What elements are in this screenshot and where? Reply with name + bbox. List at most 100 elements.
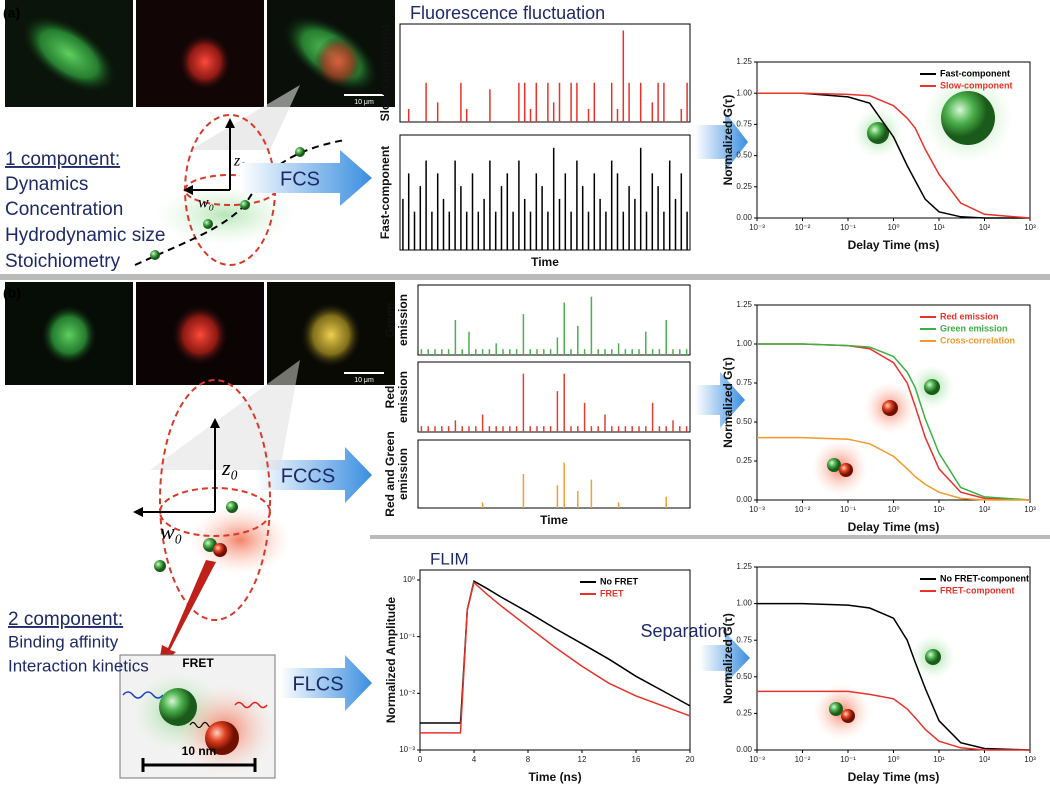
component-item: Interaction kinetics [8, 656, 149, 675]
x-tick-label: 10⁰ [887, 755, 899, 764]
trace-spike [454, 420, 457, 432]
trace-spike [672, 349, 674, 355]
trace-spike [645, 426, 647, 432]
y-tick-label: 1.00 [736, 599, 752, 608]
trace-spike [465, 108, 468, 122]
chart-title: Fluorescence fluctuation [410, 3, 605, 23]
y-axis-label: Green [383, 303, 397, 338]
x-tick-label: 10⁻³ [749, 505, 765, 514]
trace-spike [576, 82, 578, 122]
trace-spike [663, 82, 665, 122]
x-axis-label: Delay Time (ms) [848, 770, 940, 784]
trace-spike [611, 349, 613, 355]
trace-spike [441, 426, 443, 432]
trace-spike [436, 173, 439, 250]
trace-spike [427, 349, 429, 355]
trace-spike [657, 82, 659, 122]
trace-spike [672, 420, 674, 432]
trace-spike [488, 349, 491, 355]
component-title: 1 component: [5, 149, 120, 170]
y-axis-label: Normalized G(τ) [721, 613, 735, 704]
trace-spike [610, 160, 613, 250]
trace-spike [631, 426, 633, 432]
trace-spike [515, 426, 518, 432]
trace-spike [570, 426, 572, 432]
y-axis-label: emission [396, 448, 410, 500]
trace-spike [665, 320, 667, 355]
panel-label: (b) [3, 285, 21, 301]
trace-spike [605, 211, 607, 250]
trace-spike [616, 108, 619, 122]
trace-spike [509, 349, 511, 355]
y-tick-label: 1.00 [736, 88, 752, 97]
x-tick-label: 12 [578, 755, 587, 764]
trace-spike [658, 426, 661, 432]
trace-spike [583, 349, 586, 355]
trace-spike [475, 426, 477, 432]
data-line [757, 436, 1030, 501]
trace-spike [543, 426, 545, 432]
plot-frame [399, 134, 691, 251]
method-label: FLCS [292, 673, 343, 695]
trace-spike [556, 485, 559, 508]
trace-spike [489, 89, 491, 122]
x-tick-label: 10³ [1024, 755, 1036, 764]
y-tick-label: 0.75 [736, 378, 752, 387]
trace-spike [587, 211, 590, 250]
trace-spike [634, 198, 636, 250]
trace-spike [489, 160, 491, 250]
trace-spike [617, 426, 620, 432]
y-axis-label: Normalized G(τ) [721, 357, 735, 448]
trace-spike [522, 373, 525, 432]
trace-spike [645, 211, 648, 250]
trace-spike [624, 426, 627, 432]
trace-spike [529, 349, 531, 355]
trace-spike [622, 211, 625, 250]
trace-spike [593, 82, 596, 122]
trace-spike [402, 198, 404, 250]
trace-spike [576, 160, 578, 250]
y-axis-label: emission [396, 294, 410, 346]
trace-spike [460, 186, 462, 250]
trace-spike [563, 302, 565, 355]
trace-spike [680, 173, 683, 250]
component-item: Dynamics [5, 174, 88, 195]
trace-spike [570, 211, 572, 250]
trace-spike [407, 173, 410, 250]
trace-spike [651, 349, 654, 355]
trace-spike [610, 82, 613, 122]
legend-label: Slow-component [940, 80, 1013, 90]
trace-spike [645, 331, 647, 355]
trace-spike [556, 337, 559, 355]
trace-spike [536, 426, 538, 432]
plot-frame [399, 23, 691, 123]
x-tick-label: 10⁰ [887, 223, 899, 232]
y-axis-label: Slow-component [378, 25, 392, 122]
trace-spike [483, 198, 485, 250]
x-axis-label: Delay Time (ms) [848, 238, 940, 252]
y-axis-label: Normalized Amplitude [384, 597, 398, 724]
data-line [757, 92, 1030, 219]
trace-spike [536, 349, 538, 355]
trace-spike [547, 211, 549, 250]
x-tick-label: 10⁻³ [749, 755, 765, 764]
trace-spike [495, 343, 497, 355]
trace-spike [590, 296, 593, 355]
trace-spike [460, 82, 462, 122]
trace-spike [495, 426, 497, 432]
data-line [420, 580, 691, 724]
scale-label: 10 μm [354, 377, 374, 384]
trace-spike [624, 349, 627, 355]
y-axis-label: Red and Green [383, 431, 397, 516]
trace-spike [518, 82, 520, 122]
trace-spike [651, 402, 654, 432]
trace-spike [558, 82, 561, 122]
trace-spike [552, 147, 555, 250]
trace-spike [448, 211, 451, 250]
trace-spike [597, 349, 599, 355]
y-tick-label: 1.25 [736, 300, 752, 309]
x-axis-label: Time [531, 255, 559, 269]
y-tick-label: 0.75 [736, 120, 752, 129]
x-tick-label: 8 [526, 755, 531, 764]
x-tick-label: 10⁻² [795, 755, 811, 764]
